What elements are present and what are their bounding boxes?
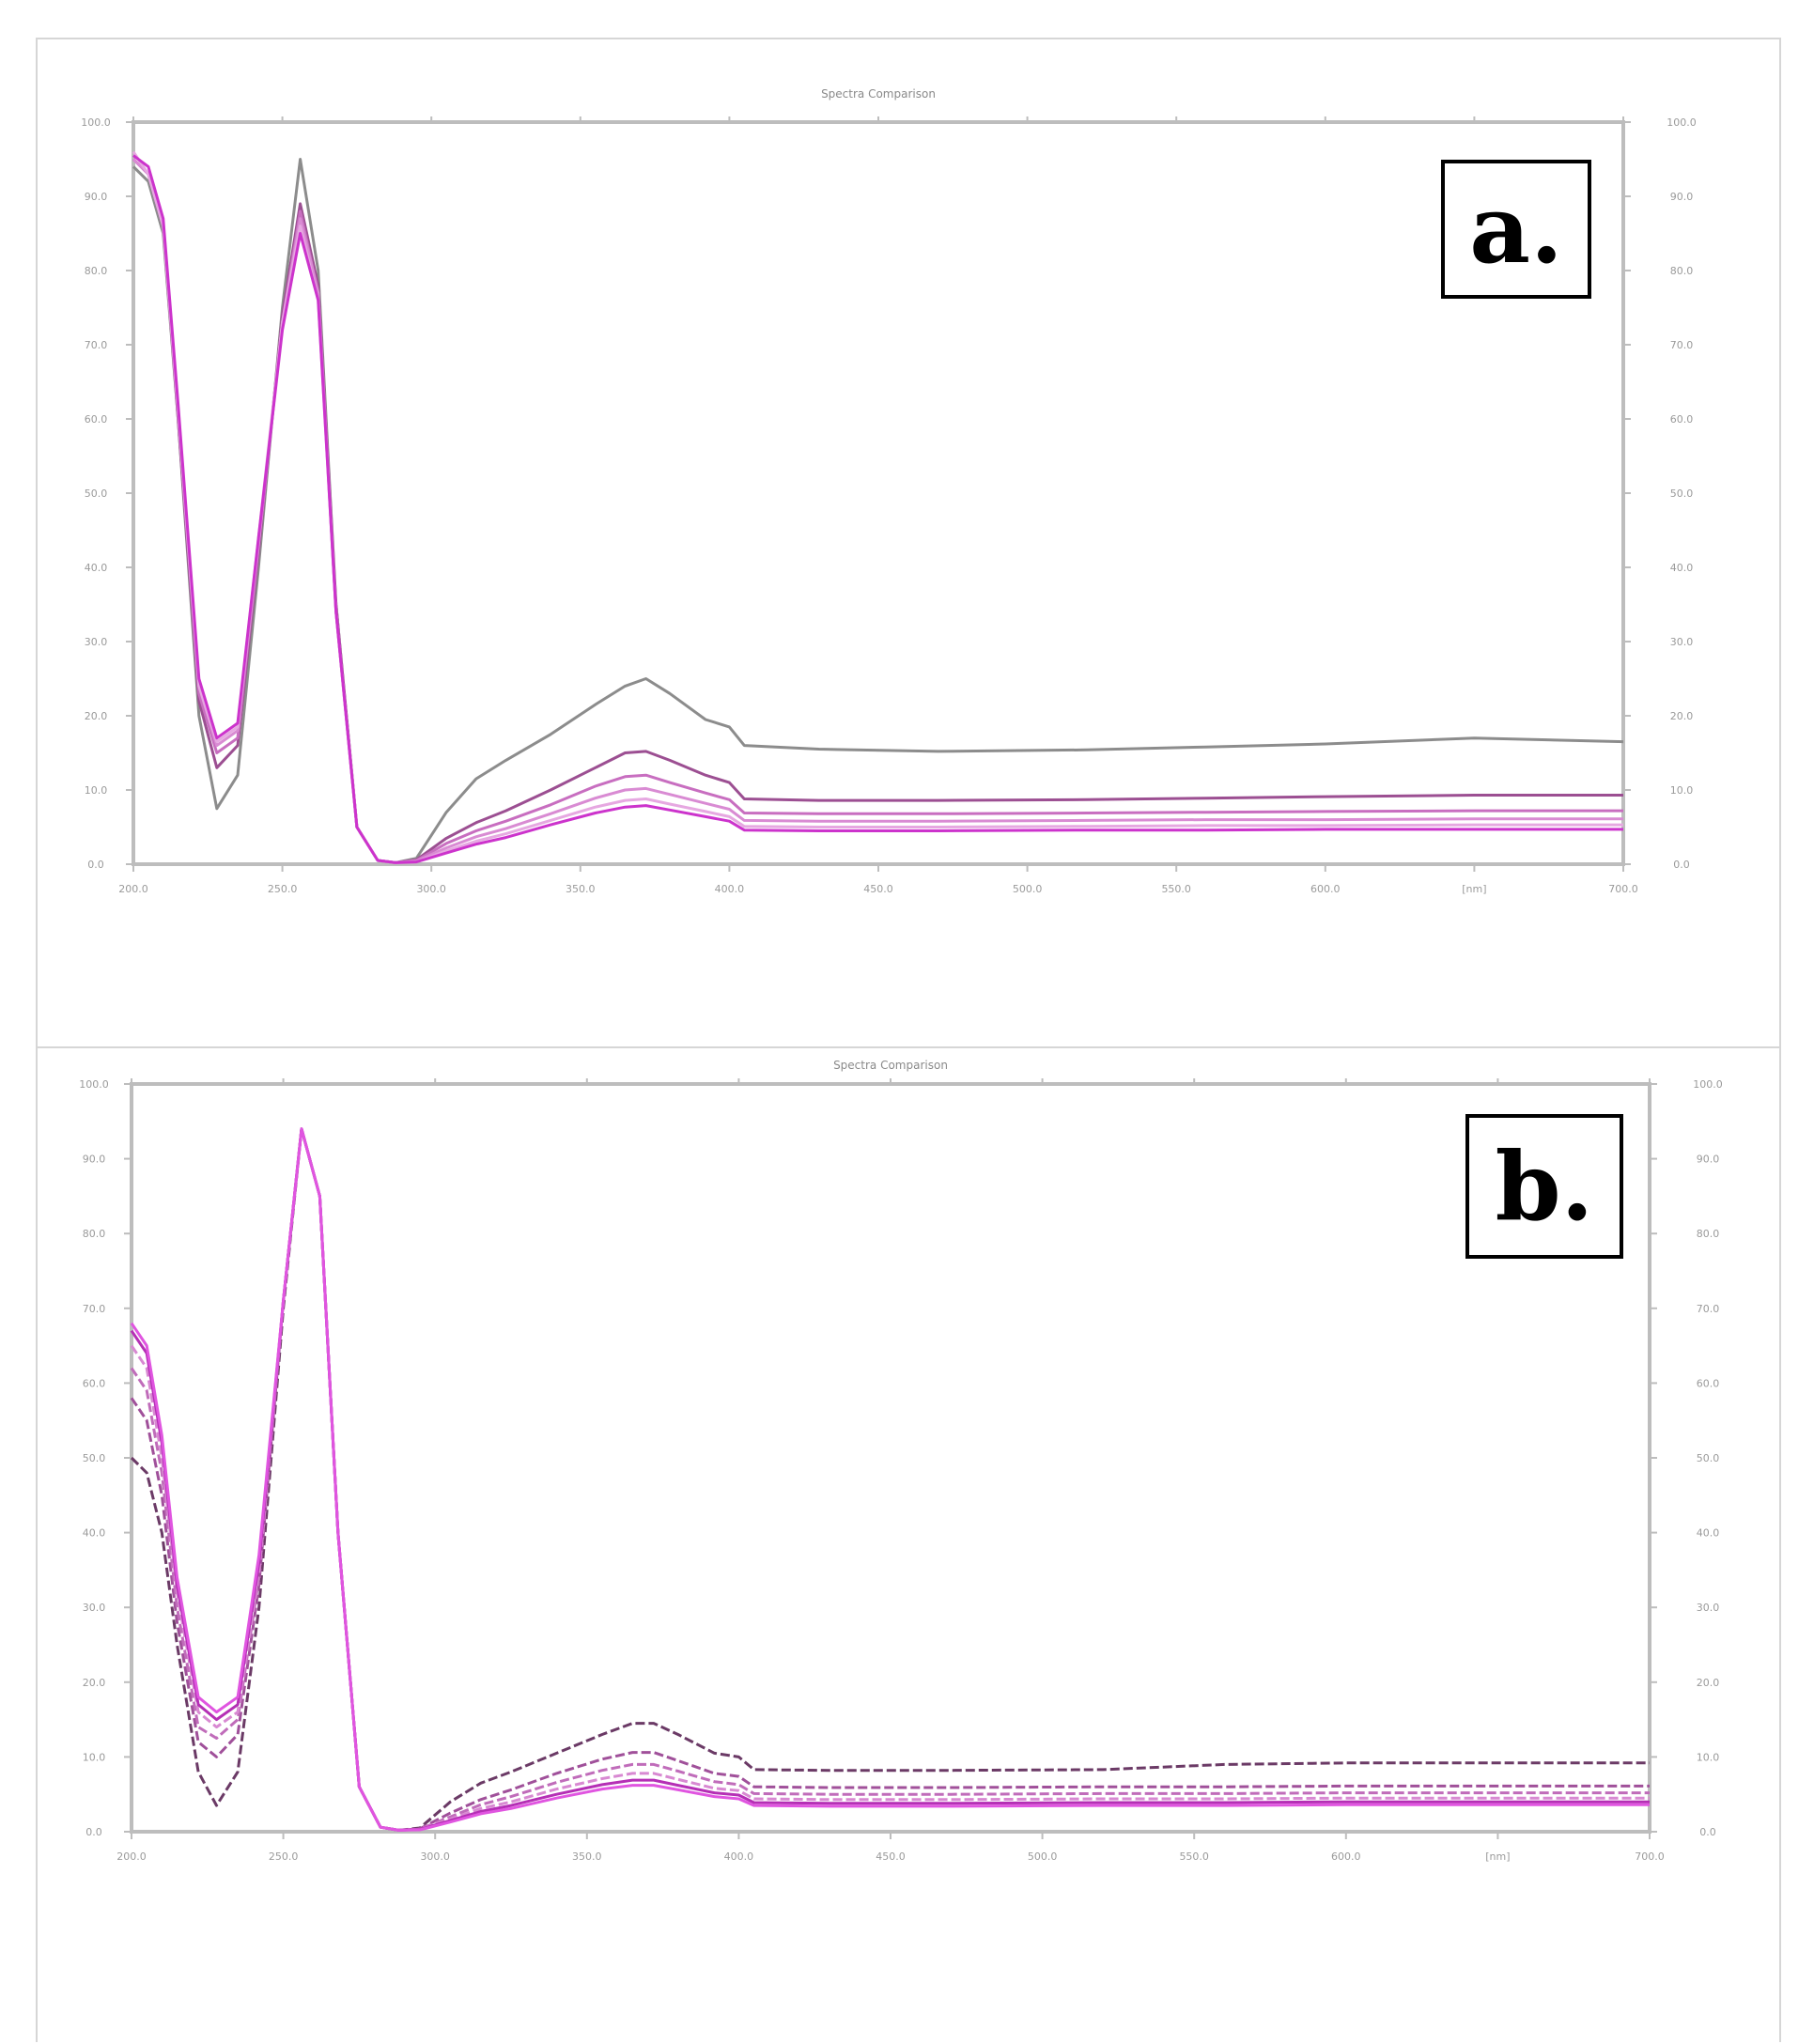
x-tick-label: 400.0 [715, 883, 745, 895]
chart-panel-a: Spectra Comparison 200.0 250.0 300.0 350.0 40… [36, 38, 1781, 1048]
x-tick-label: 300.0 [420, 1850, 450, 1863]
x-tick-label: 600.0 [1310, 883, 1341, 895]
y-tick-label-right: 60.0 [1697, 1377, 1720, 1389]
y-tick-label-right: 100.0 [1667, 116, 1697, 129]
x-tick-label: 200.0 [116, 1850, 147, 1863]
x-tick-label: 550.0 [1161, 883, 1191, 895]
y-tick-label-left: 30.0 [83, 1602, 106, 1614]
x-tick-label: 250.0 [268, 883, 298, 895]
y-tick-label-right: 10.0 [1670, 784, 1694, 797]
y-tick-label-right: 80.0 [1670, 265, 1694, 277]
chart-title: Spectra Comparison [821, 87, 936, 101]
spectra-chart-b: Spectra Comparison 200.0 250.0 300.0 350.0 40… [79, 1059, 1723, 1863]
series-line-6 [130, 1127, 1650, 1832]
y-tick-label-right: 40.0 [1670, 562, 1694, 574]
y-tick-label-right: 90.0 [1670, 191, 1694, 203]
y-tick-label-right: 50.0 [1697, 1452, 1720, 1464]
y-tick-label-right: 60.0 [1670, 413, 1694, 426]
spectra-chart-a: Spectra Comparison 200.0 250.0 300.0 350.0 40… [81, 87, 1697, 895]
series-line-3 [132, 158, 1623, 864]
series-line-1 [132, 158, 1624, 864]
x-tick-label: 450.0 [876, 1850, 906, 1863]
x-tick-label: 200.0 [118, 883, 148, 895]
y-tick-label-right: 40.0 [1697, 1527, 1720, 1540]
x-tick-label: 400.0 [724, 1850, 754, 1863]
y-tick-label-left: 40.0 [83, 1527, 106, 1540]
series-line-4 [130, 1127, 1650, 1832]
y-tick-label-left: 40.0 [85, 562, 108, 574]
y-tick-label-left: 20.0 [83, 1677, 106, 1689]
y-tick-label-right: 80.0 [1697, 1228, 1720, 1240]
x-tick-label: 450.0 [863, 883, 893, 895]
y-tick-label-left: 70.0 [85, 339, 108, 351]
x-tick-label: 500.0 [1013, 883, 1043, 895]
series-line-1 [130, 1127, 1650, 1832]
plot-frame [132, 120, 1625, 866]
y-tick-label-right: 70.0 [1697, 1303, 1720, 1315]
y-tick-label-right: 30.0 [1697, 1602, 1720, 1614]
x-tick-label: [nm] [1485, 1850, 1510, 1863]
y-tick-label-left: 30.0 [85, 636, 108, 648]
series-line-2 [130, 1127, 1650, 1832]
y-tick-label-right: 30.0 [1670, 636, 1694, 648]
x-tick-label: 350.0 [572, 1850, 602, 1863]
y-tick-label-left: 60.0 [85, 413, 108, 426]
series-line-2 [132, 158, 1623, 864]
series-line-4 [132, 158, 1623, 864]
chart-title: Spectra Comparison [833, 1059, 948, 1072]
y-tick-label-right: 90.0 [1697, 1154, 1720, 1166]
x-tick-label: 500.0 [1028, 1850, 1058, 1863]
x-tick-label: 350.0 [566, 883, 596, 895]
y-tick-label-right: 70.0 [1670, 339, 1694, 351]
y-tick-label-right: 10.0 [1697, 1751, 1720, 1763]
panel-label-a: a. [1441, 160, 1591, 299]
y-tick-label-left: 80.0 [85, 265, 108, 277]
y-tick-label-left: 50.0 [85, 488, 108, 500]
series-line-5 [130, 1127, 1650, 1832]
x-tick-label: 550.0 [1179, 1850, 1209, 1863]
panel-label-b: b. [1465, 1114, 1623, 1259]
y-tick-label-left: 0.0 [85, 1826, 102, 1838]
x-tick-label: 300.0 [416, 883, 446, 895]
y-tick-label-right: 50.0 [1670, 488, 1694, 500]
y-tick-label-left: 50.0 [83, 1452, 106, 1464]
y-tick-label-left: 100.0 [79, 1078, 109, 1091]
y-tick-label-left: 70.0 [83, 1303, 106, 1315]
series-line-6 [132, 154, 1623, 864]
y-tick-label-right: 0.0 [1699, 1826, 1716, 1838]
chart-panel-b: Spectra Comparison 200.0 250.0 300.0 350.0 40… [36, 1046, 1781, 2042]
series-line-5 [132, 150, 1623, 864]
y-tick-label-right: 0.0 [1673, 859, 1690, 871]
y-tick-label-left: 60.0 [83, 1377, 106, 1389]
y-tick-label-left: 10.0 [83, 1751, 106, 1763]
y-tick-label-left: 0.0 [87, 859, 104, 871]
y-tick-label-left: 90.0 [83, 1154, 106, 1166]
y-tick-label-left: 10.0 [85, 784, 108, 797]
y-tick-label-right: 100.0 [1693, 1078, 1723, 1091]
y-tick-label-left: 100.0 [81, 116, 111, 129]
x-tick-label: 600.0 [1331, 1850, 1361, 1863]
y-tick-label-right: 20.0 [1670, 710, 1694, 722]
plot-frame [130, 1082, 1651, 1834]
x-tick-label: [nm] [1462, 883, 1486, 895]
x-tick-label: 250.0 [269, 1850, 299, 1863]
y-tick-label-left: 90.0 [85, 191, 108, 203]
y-tick-label-right: 20.0 [1697, 1677, 1720, 1689]
y-tick-label-left: 20.0 [85, 710, 108, 722]
x-tick-label: 700.0 [1608, 883, 1638, 895]
x-tick-label: 700.0 [1635, 1850, 1665, 1863]
series-line-3 [130, 1127, 1650, 1832]
y-tick-label-left: 80.0 [83, 1228, 106, 1240]
